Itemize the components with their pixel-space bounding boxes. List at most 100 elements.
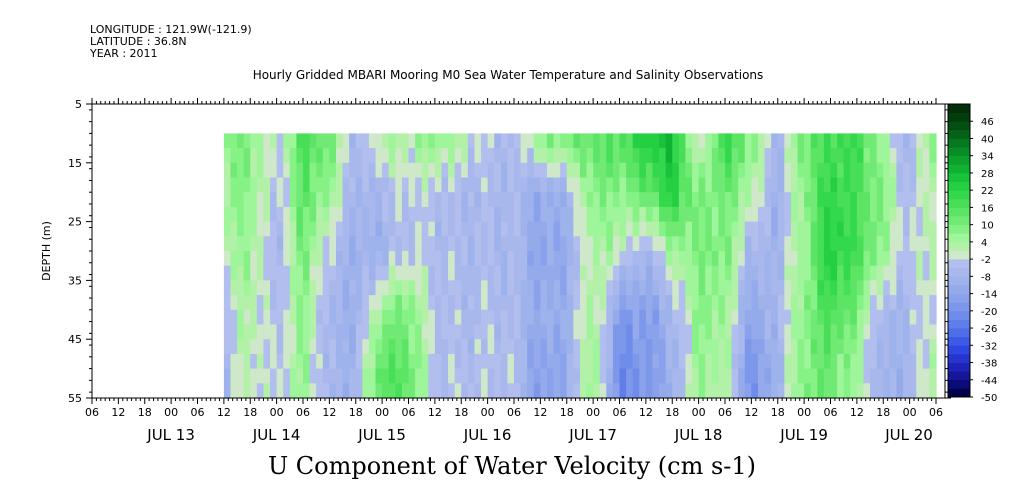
heatmap-cell: [837, 251, 845, 267]
heatmap-cell: [685, 133, 693, 149]
heatmap-cell: [889, 148, 898, 164]
heatmap-cell: [751, 221, 759, 237]
heatmap-cell: [817, 221, 825, 237]
heatmap-cell: [823, 206, 832, 223]
heatmap-cell: [322, 368, 330, 384]
heatmap-cell: [744, 206, 752, 223]
heatmap-cell: [296, 309, 304, 326]
heatmap-cell: [804, 177, 812, 193]
colorbar-swatch: [948, 129, 970, 139]
heatmap-cell: [823, 265, 832, 281]
heatmap-cell: [771, 368, 779, 384]
heatmap-cell: [303, 309, 311, 326]
heatmap-cell: [863, 133, 871, 149]
heatmap-cell: [903, 162, 911, 179]
heatmap-cell: [665, 265, 673, 281]
heatmap-cell: [659, 192, 667, 208]
heatmap-cell: [362, 206, 370, 223]
heatmap-cell: [448, 177, 456, 193]
heatmap-cell: [342, 353, 350, 370]
heatmap-cell: [546, 265, 555, 281]
heatmap-cell: [520, 265, 528, 281]
heatmap-cell: [659, 309, 667, 326]
heatmap-cell: [527, 221, 535, 237]
heatmap-cell: [560, 295, 568, 311]
heatmap-cell: [527, 148, 535, 164]
heatmap-cell: [237, 251, 245, 267]
y-tick-label: 25: [68, 216, 82, 229]
heatmap-cell: [494, 280, 502, 296]
heatmap-cell: [896, 206, 904, 223]
heatmap-cell: [270, 280, 278, 296]
heatmap-cell: [718, 133, 726, 149]
heatmap-cell: [553, 309, 561, 326]
heatmap-cell: [507, 324, 515, 340]
heatmap-cell: [546, 280, 555, 296]
heatmap-cell: [645, 148, 654, 164]
heatmap-cell: [797, 162, 805, 179]
heatmap-cell: [388, 265, 396, 281]
heatmap-cell: [349, 236, 357, 252]
heatmap-cell: [507, 265, 515, 281]
colorbar-swatch: [948, 379, 970, 389]
heatmap-cell: [546, 162, 555, 179]
heatmap-cell: [533, 221, 541, 237]
heatmap-cell: [731, 309, 739, 326]
heatmap-cell: [764, 309, 772, 326]
heatmap-cell: [428, 309, 436, 326]
heatmap-cell: [494, 383, 502, 399]
heatmap-cell: [889, 368, 898, 384]
heatmap-cell: [909, 206, 917, 223]
heatmap-cell: [283, 177, 291, 193]
heatmap-cell: [784, 251, 792, 267]
heatmap-cell: [837, 206, 845, 223]
heatmap-cell: [903, 280, 911, 296]
heatmap-cell: [303, 324, 311, 340]
heatmap-cell: [883, 265, 891, 281]
heatmap-cell: [527, 251, 535, 267]
heatmap-cell: [428, 177, 436, 193]
colorbar-swatch: [948, 371, 970, 381]
heatmap-cell: [355, 295, 363, 311]
heatmap-cell: [500, 295, 508, 311]
heatmap-cell: [375, 148, 383, 164]
heatmap-cell: [652, 236, 660, 252]
heatmap-cell: [303, 206, 311, 223]
heatmap-cell: [751, 368, 759, 384]
heatmap-cell: [883, 192, 891, 208]
heatmap-cell: [672, 339, 680, 355]
heatmap-cell: [692, 368, 700, 384]
heatmap-cell: [863, 192, 871, 208]
heatmap-cell: [408, 133, 416, 149]
heatmap-cell: [514, 280, 522, 296]
heatmap-cell: [276, 236, 284, 252]
heatmap-cell: [784, 162, 792, 179]
heatmap-cell: [659, 148, 667, 164]
heatmap-cell: [757, 251, 766, 267]
heatmap-cell: [639, 324, 647, 340]
heatmap-cell: [553, 192, 561, 208]
heatmap-cell: [553, 221, 561, 237]
heatmap-cell: [586, 251, 594, 267]
heatmap-cell: [810, 221, 818, 237]
heatmap-cell: [797, 383, 805, 399]
heatmap-cell: [856, 251, 865, 267]
heatmap-cell: [718, 251, 726, 267]
heatmap-cell: [678, 221, 687, 237]
heatmap-cell: [665, 148, 673, 164]
colorbar-swatch: [948, 155, 970, 165]
heatmap-cell: [395, 251, 403, 267]
heatmap-cell: [916, 280, 924, 296]
heatmap-cell: [718, 265, 726, 281]
heatmap-cell: [263, 324, 271, 340]
heatmap-cell: [619, 383, 627, 399]
heatmap-cell: [263, 383, 271, 399]
heatmap-cell: [237, 309, 245, 326]
heatmap-cell: [692, 177, 700, 193]
heatmap-cell: [632, 324, 640, 340]
heatmap-cell: [738, 339, 746, 355]
heatmap-cell: [573, 251, 581, 267]
heatmap-cell: [922, 221, 930, 237]
heatmap-cell: [368, 162, 377, 179]
heatmap-cell: [303, 339, 311, 355]
